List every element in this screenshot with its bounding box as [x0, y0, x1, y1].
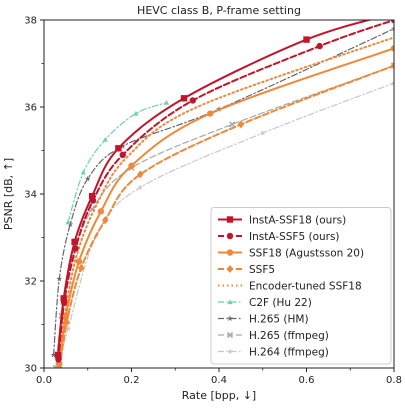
y-tick-label: 38 — [24, 16, 37, 27]
data-point-marker — [391, 10, 397, 16]
data-point-marker — [54, 351, 62, 359]
data-point-marker — [226, 265, 234, 273]
legend-entry-4: SSF5 — [218, 264, 275, 276]
y-tick-label: 36 — [24, 103, 37, 114]
x-tick-label: 0.4 — [211, 375, 227, 386]
data-point-marker — [163, 100, 170, 105]
legend-label: H.265 (ffmpeg) — [249, 330, 329, 342]
data-point-marker — [84, 175, 91, 182]
legend-label: SSF5 — [249, 264, 275, 276]
legend-label: InstA-SSF18 (ours) — [249, 214, 346, 226]
legend-label: Encoder-tuned SSF18 — [249, 280, 362, 292]
data-point-marker — [226, 331, 234, 339]
data-point-marker — [128, 162, 135, 169]
data-point-marker — [65, 219, 71, 225]
plot-area — [43, 10, 397, 369]
data-point-marker — [60, 295, 67, 302]
x-axis-ticks: 0.0 0.2 0.4 0.6 0.8 — [36, 368, 402, 386]
data-point-marker — [259, 129, 266, 136]
series-6 — [65, 100, 170, 225]
legend-entry-6: C2F (Hu 22) — [218, 297, 312, 309]
y-tick-label: 30 — [24, 364, 37, 375]
data-point-marker — [237, 120, 245, 129]
series-4 — [56, 61, 394, 368]
series-layer — [50, 10, 397, 368]
data-point-marker — [226, 315, 234, 322]
legend-label: H.264 (ffmpeg) — [249, 346, 329, 358]
series-3 — [56, 45, 394, 367]
x-tick-label: 0.2 — [124, 375, 140, 386]
data-point-marker — [390, 61, 394, 70]
chart-title: HEVC class B, P-frame setting — [137, 4, 301, 17]
data-point-marker — [102, 216, 109, 225]
data-point-marker — [226, 232, 234, 240]
data-point-marker — [207, 110, 214, 117]
legend-entry-2: InstA-SSF5 (ours) — [218, 231, 340, 243]
data-point-marker — [62, 312, 70, 319]
data-point-marker — [303, 36, 310, 43]
data-point-marker — [115, 145, 122, 152]
legend-label: H.265 (HM) — [249, 313, 309, 325]
data-point-marker — [71, 238, 78, 246]
legend-label: SSF18 (Agustsson 20) — [249, 247, 364, 259]
legend: InstA-SSF18 (ours) InstA-SSF5 (ours) SSF18… — [210, 207, 392, 365]
data-point-marker — [228, 121, 236, 128]
data-point-marker — [97, 208, 105, 215]
data-point-marker — [88, 192, 96, 200]
x-tick-label: 0.0 — [36, 375, 52, 386]
series-5 — [57, 36, 394, 361]
data-point-marker — [119, 151, 126, 159]
data-point-marker — [226, 249, 234, 256]
data-point-marker — [50, 351, 57, 358]
legend-label: C2F (Hu 22) — [249, 297, 312, 309]
data-point-marker — [180, 95, 188, 102]
data-point-marker — [316, 42, 323, 50]
y-tick-label: 34 — [24, 190, 37, 201]
y-tick-label: 32 — [24, 277, 37, 288]
data-point-marker — [189, 97, 196, 104]
x-axis-label: Rate [bpp, ↓] — [182, 389, 256, 402]
legend-entry-5: Encoder-tuned SSF18 — [218, 280, 362, 292]
data-point-marker — [137, 170, 144, 179]
data-point-marker — [65, 325, 72, 332]
x-tick-label: 0.8 — [386, 375, 402, 386]
series-line — [57, 36, 394, 361]
legend-box — [210, 207, 392, 365]
y-axis-label: PSNR [dB, ↑] — [2, 158, 15, 230]
data-point-marker — [226, 216, 234, 223]
legend-label: InstA-SSF5 (ours) — [249, 231, 340, 243]
data-point-marker — [102, 137, 108, 142]
legend-entry-9: H.264 (ffmpeg) — [218, 346, 329, 358]
legend-entry-3: SSF18 (Agustsson 20) — [218, 247, 364, 259]
series-line — [57, 20, 394, 361]
legend-entry-7: H.265 (HM) — [218, 313, 309, 325]
data-point-marker — [390, 25, 394, 32]
x-tick-label: 0.6 — [299, 375, 315, 386]
data-point-marker — [80, 169, 86, 175]
y-axis-ticks: 30 32 34 36 38 — [24, 16, 44, 375]
data-point-marker — [226, 348, 234, 355]
data-point-marker — [75, 258, 83, 265]
data-point-marker — [56, 275, 63, 282]
data-point-marker — [133, 110, 139, 116]
data-point-marker — [119, 142, 126, 149]
data-point-marker — [137, 184, 144, 191]
legend-entry-8: H.265 (ffmpeg) — [218, 330, 329, 342]
data-point-marker — [227, 299, 233, 305]
data-point-marker — [77, 263, 85, 272]
series-1 — [54, 10, 397, 359]
legend-entry-1: InstA-SSF18 (ours) — [218, 214, 346, 226]
data-point-marker — [390, 79, 394, 86]
data-point-marker — [390, 45, 394, 52]
data-point-marker — [390, 20, 394, 24]
